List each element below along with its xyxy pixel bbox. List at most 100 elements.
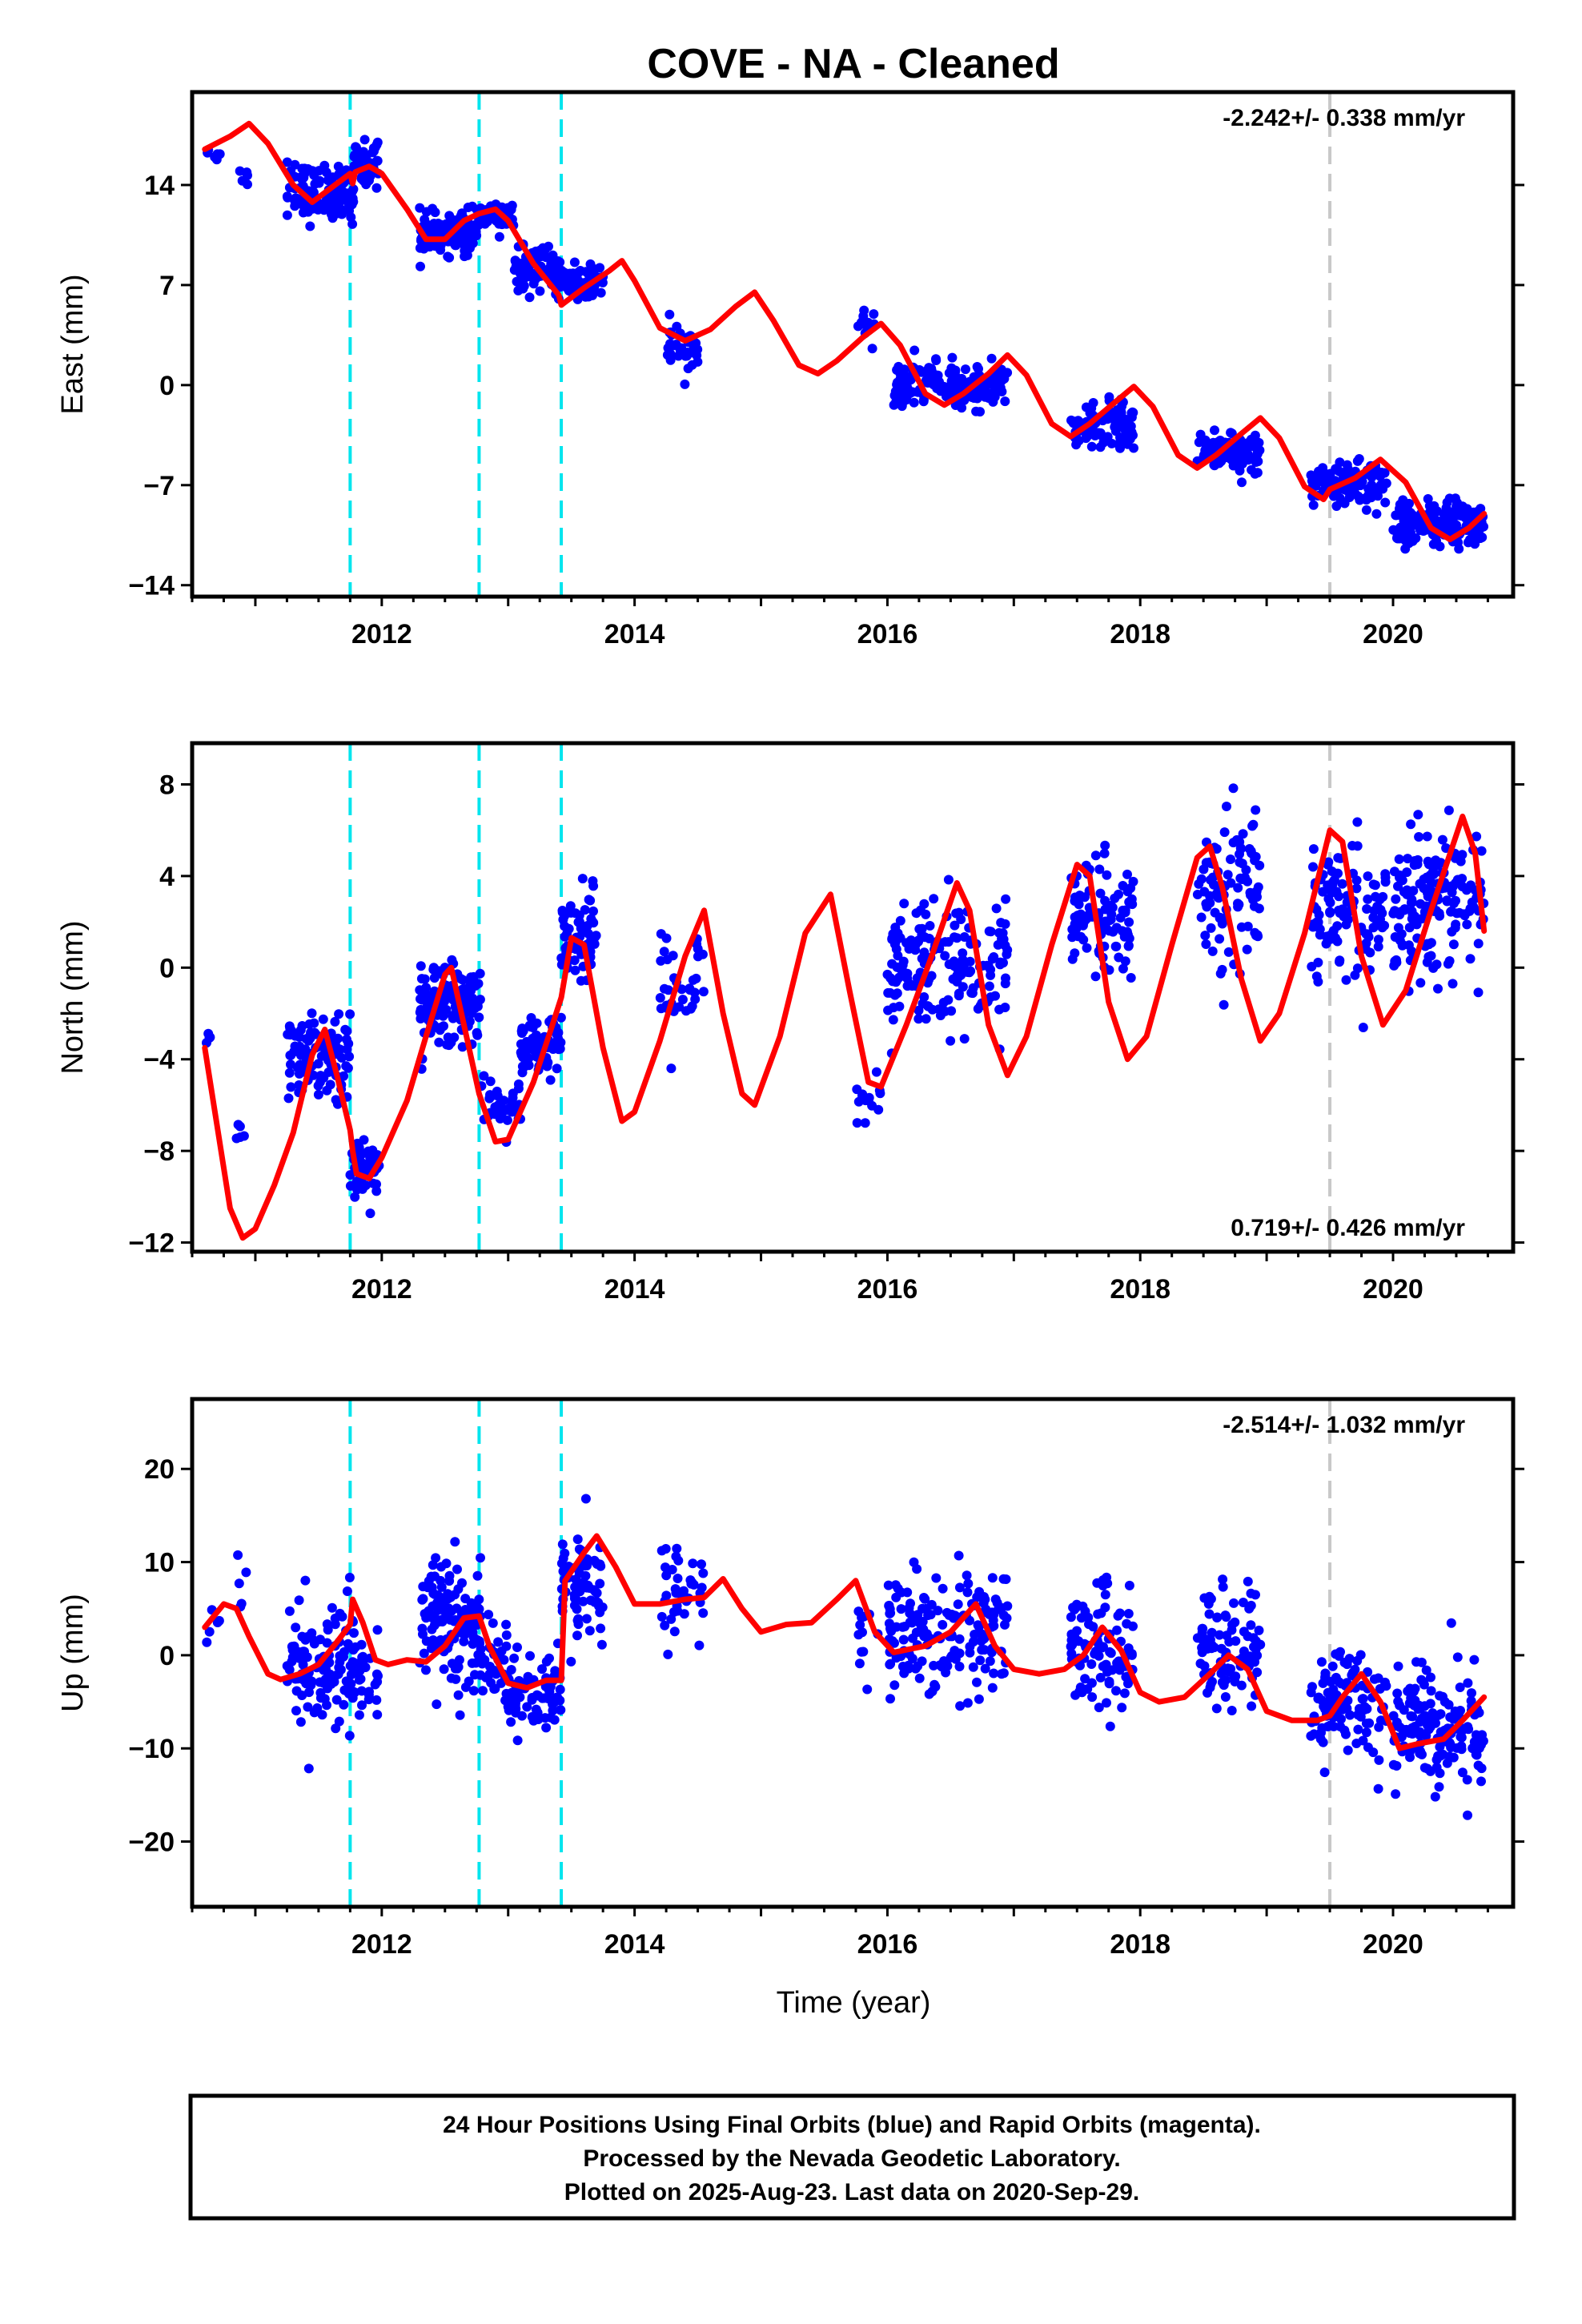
- y-tick-label: 7: [159, 271, 175, 301]
- data-point: [588, 916, 597, 927]
- data-point: [446, 1592, 456, 1602]
- data-point: [416, 1014, 426, 1023]
- data-point: [1368, 1747, 1379, 1758]
- x-tick-label: 2014: [604, 1274, 665, 1305]
- data-point: [1251, 457, 1261, 467]
- data-point: [927, 1687, 938, 1697]
- data-point: [1237, 477, 1247, 488]
- data-point: [541, 1723, 552, 1733]
- data-point: [1093, 1609, 1103, 1619]
- data-point: [581, 1582, 592, 1593]
- data-point: [439, 1021, 448, 1031]
- data-point: [424, 1576, 434, 1586]
- data-point: [468, 1601, 479, 1611]
- data-point: [1122, 1618, 1132, 1629]
- data-point: [241, 1567, 251, 1578]
- data-point: [432, 1638, 442, 1649]
- data-point: [1102, 1698, 1111, 1708]
- data-point: [885, 1624, 896, 1634]
- data-point: [1400, 544, 1411, 554]
- data-point: [1218, 1582, 1228, 1592]
- data-point: [1123, 1609, 1134, 1618]
- data-point: [1336, 1714, 1346, 1724]
- y-tick-label: 14: [144, 171, 175, 201]
- data-point: [674, 1002, 685, 1012]
- plot-frame: [190, 741, 1516, 1254]
- data-point: [1313, 976, 1323, 987]
- data-point: [242, 167, 252, 178]
- data-point: [1206, 1679, 1216, 1690]
- data-point: [531, 1704, 541, 1715]
- data-point: [440, 1606, 450, 1617]
- data-point: [965, 1642, 975, 1652]
- data-point: [1250, 430, 1260, 440]
- data-point: [1219, 999, 1229, 1010]
- data-point: [1252, 468, 1263, 478]
- data-point: [1002, 949, 1012, 959]
- data-point: [1466, 880, 1476, 891]
- data-point: [919, 947, 930, 958]
- data-point: [569, 1600, 580, 1610]
- data-point: [1238, 1598, 1248, 1607]
- data-point: [1207, 946, 1218, 956]
- data-point: [898, 1634, 909, 1645]
- data-point: [1315, 930, 1325, 940]
- data-point: [432, 1699, 442, 1710]
- data-point: [524, 292, 535, 303]
- data-point: [1086, 441, 1097, 452]
- data-point: [1399, 887, 1409, 897]
- footer-line-3: Plotted on 2025-Aug-23. Last data on 202…: [564, 2179, 1140, 2205]
- y-axis-label: East (mm): [56, 274, 90, 414]
- y-tick-label: −4: [143, 1045, 175, 1076]
- data-point: [1391, 1721, 1402, 1731]
- data-point: [1321, 939, 1331, 949]
- data-point: [1425, 1699, 1435, 1709]
- data-point: [305, 221, 315, 231]
- data-point: [663, 985, 673, 995]
- data-points-north: [202, 783, 1489, 1219]
- data-point: [1226, 854, 1235, 864]
- data-point: [888, 1015, 898, 1025]
- data-point: [417, 1594, 428, 1605]
- data-point: [1352, 1655, 1363, 1666]
- data-point: [1476, 846, 1487, 856]
- data-point: [1402, 503, 1412, 513]
- data-point: [919, 1631, 930, 1642]
- data-point: [1362, 904, 1372, 914]
- data-point: [1394, 854, 1404, 864]
- data-point: [1444, 956, 1455, 966]
- data-point: [1410, 1683, 1420, 1694]
- data-point: [558, 1554, 568, 1563]
- data-point: [560, 931, 570, 942]
- data-point: [1426, 1686, 1436, 1696]
- data-point: [339, 1651, 348, 1662]
- data-point: [688, 1558, 698, 1569]
- data-point: [1228, 838, 1239, 848]
- data-point: [666, 1063, 677, 1074]
- data-point: [1251, 805, 1261, 815]
- data-point: [1223, 1665, 1234, 1675]
- plot-area-north: [202, 743, 1489, 1252]
- data-point: [951, 908, 962, 919]
- data-point: [286, 1050, 296, 1060]
- data-point: [925, 921, 935, 931]
- data-point: [333, 161, 343, 171]
- data-point: [203, 1028, 214, 1039]
- data-point: [530, 274, 540, 284]
- data-point: [447, 1659, 457, 1669]
- data-point: [1095, 442, 1106, 452]
- data-point: [1443, 805, 1454, 815]
- data-point: [452, 1603, 462, 1614]
- data-point: [342, 1026, 352, 1036]
- data-point: [427, 1624, 437, 1634]
- data-point: [472, 1030, 483, 1040]
- data-point: [961, 364, 970, 375]
- data-point: [959, 1034, 970, 1044]
- data-point: [917, 1603, 927, 1614]
- data-point: [893, 1583, 903, 1594]
- data-point: [1316, 1657, 1327, 1667]
- plot-frame: [190, 1397, 1516, 1909]
- data-point: [1068, 1602, 1078, 1613]
- data-point: [1452, 1652, 1463, 1663]
